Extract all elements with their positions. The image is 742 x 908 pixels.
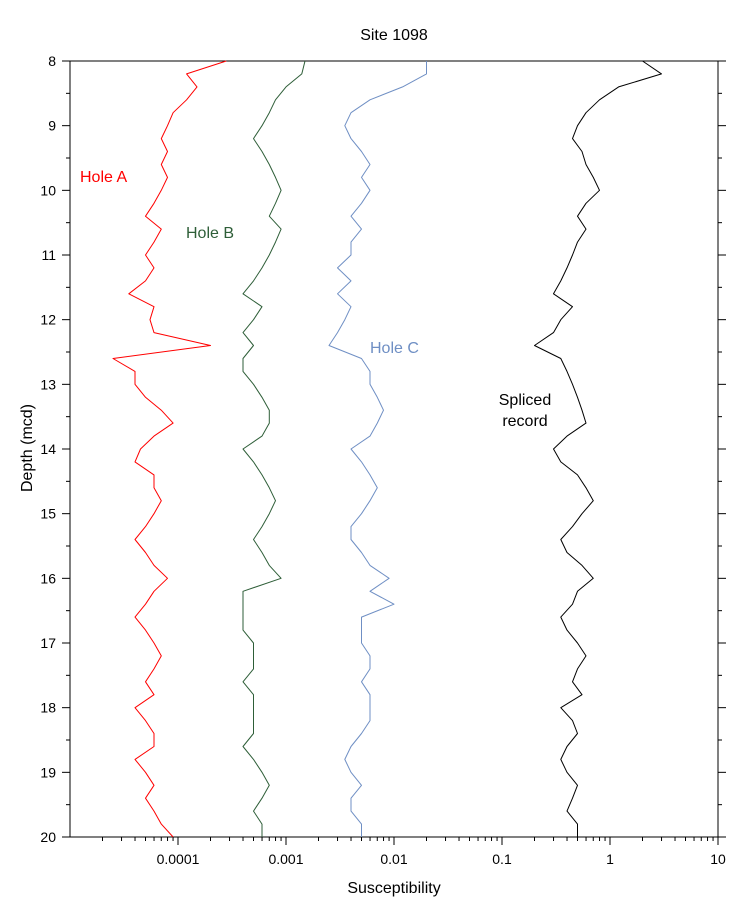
x-tick-label: 0.01 bbox=[380, 851, 407, 867]
y-axis: 8 9 10 11 12 13 14 15 16 17 18 19 20 bbox=[40, 53, 726, 845]
x-tick-label: 1 bbox=[606, 851, 614, 867]
y-tick-label: 10 bbox=[40, 182, 56, 198]
x-tick-label: 0.001 bbox=[268, 851, 303, 867]
series-label-2: Hole B bbox=[186, 225, 234, 242]
series-label-3: Hole C bbox=[370, 340, 419, 357]
series-layer bbox=[112, 60, 662, 838]
series-line-4 bbox=[534, 60, 662, 837]
y-tick-label: 11 bbox=[41, 247, 56, 263]
x-axis-label: Susceptibility bbox=[347, 880, 440, 897]
y-axis-label: Depth (mcd) bbox=[19, 404, 36, 492]
x-axis: 0.0001 0.001 0.01 0.1 1 10 bbox=[102, 837, 726, 867]
series-label-1: Hole A bbox=[80, 169, 127, 186]
y-tick-label: 20 bbox=[40, 829, 56, 845]
series-line-3 bbox=[328, 61, 427, 837]
series-label-4: Spliced record bbox=[499, 392, 551, 430]
y-tick-label: 15 bbox=[40, 506, 56, 522]
y-tick-label: 8 bbox=[48, 53, 56, 69]
y-tick-label: 12 bbox=[40, 312, 56, 328]
x-tick-label: 0.0001 bbox=[157, 851, 200, 867]
y-tick-label: 14 bbox=[40, 441, 56, 457]
y-tick-label: 13 bbox=[40, 376, 56, 392]
x-tick-label: 0.1 bbox=[492, 851, 512, 867]
series-line-2 bbox=[242, 60, 306, 837]
y-tick-label: 16 bbox=[40, 570, 56, 586]
series-line-1 bbox=[112, 60, 227, 838]
x-tick-label: 10 bbox=[710, 851, 726, 867]
y-tick-label: 18 bbox=[40, 700, 56, 716]
chart-title: Site 1098 bbox=[360, 27, 428, 44]
series-labels: Hole A Hole B Hole C Spliced record bbox=[80, 169, 551, 430]
y-tick-label: 9 bbox=[48, 118, 56, 134]
y-tick-label: 17 bbox=[40, 635, 56, 651]
y-tick-label: 19 bbox=[40, 764, 56, 780]
